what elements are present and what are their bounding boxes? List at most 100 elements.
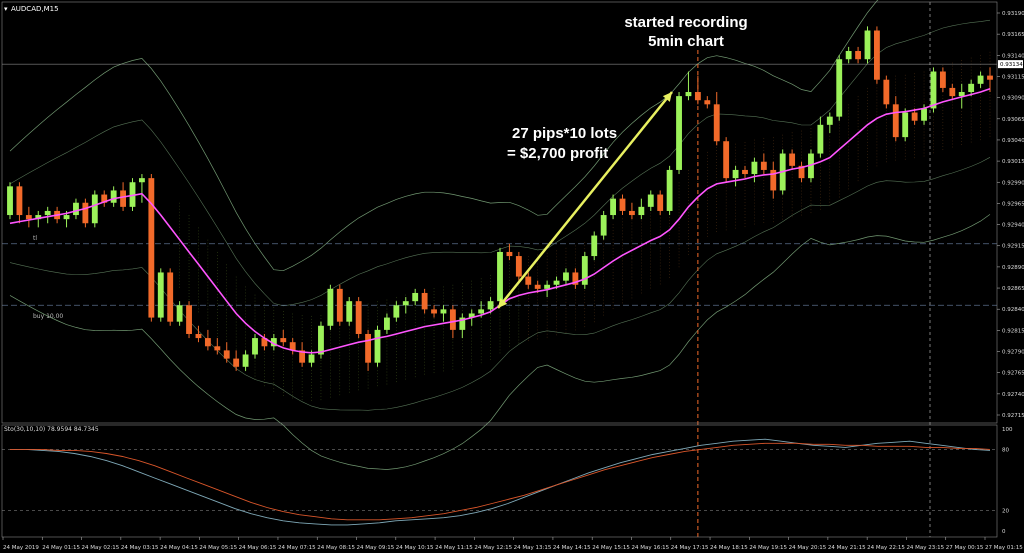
candle-body — [694, 92, 701, 101]
time-tick-label: 24 May 15:15 — [592, 545, 630, 551]
time-tick-label: 24 May 10:15 — [396, 545, 434, 551]
candle-body — [384, 317, 390, 330]
arrow-head — [662, 92, 672, 102]
bollinger-inner-band — [9, 157, 991, 411]
candle-body — [958, 92, 965, 97]
candle-body — [591, 235, 598, 257]
candle-body — [25, 215, 32, 220]
main-frame — [1, 1, 998, 424]
candle-body — [742, 169, 748, 175]
candle-body — [770, 169, 777, 191]
candle-body — [949, 87, 956, 97]
current-price-box — [998, 60, 1023, 69]
time-tick-label: 24 May 14:15 — [553, 545, 591, 551]
candle-body — [610, 198, 616, 216]
price-tick-label: 0.92865 — [1002, 286, 1024, 292]
candle-body — [892, 104, 899, 138]
price-tick-label: 0.92740 — [1002, 392, 1024, 398]
time-tick-label: 24 May 17:15 — [671, 545, 709, 551]
candle-body — [214, 346, 221, 351]
candle-body — [921, 108, 927, 121]
candle-body — [327, 288, 334, 326]
price-tick-label: 0.92990 — [1002, 180, 1024, 186]
time-tick-label: 24 May 20:15 — [789, 545, 827, 551]
window-title-arrow[interactable]: ▾ — [4, 5, 8, 13]
candle-body — [544, 284, 551, 289]
candle-body — [157, 272, 164, 318]
indicator-label: Sto(30,10,10) 78.9594 84.7345 — [4, 426, 99, 433]
candle-body — [855, 51, 861, 60]
candle-body — [468, 313, 475, 318]
candle-body — [563, 272, 569, 281]
candle-body — [713, 104, 720, 142]
time-tick-label: 24 May 05:15 — [199, 545, 237, 551]
candle-body — [270, 338, 277, 347]
candle-body — [242, 354, 249, 367]
candle-body — [44, 210, 51, 216]
candle-body — [176, 305, 183, 322]
candle-body — [534, 284, 541, 289]
candle-body — [7, 186, 13, 216]
candle-body — [139, 178, 145, 183]
time-tick-label: 24 May 2019 — [3, 545, 39, 551]
time-tick-label: 24 May 11:15 — [435, 545, 473, 551]
candle-body — [223, 350, 230, 359]
candle-body — [91, 194, 98, 224]
candle-body — [233, 358, 240, 367]
candle-body — [167, 272, 174, 322]
main-price-panel[interactable] — [2, 0, 997, 537]
time-tick-label: 24 May 06:15 — [239, 545, 277, 551]
price-tick-label: 0.92915 — [1002, 244, 1024, 250]
candle-body — [280, 338, 287, 343]
time-tick-label: 24 May 03:15 — [121, 545, 159, 551]
candle-body — [252, 338, 258, 355]
candle-body — [638, 206, 645, 216]
time-tick-label: 27 May 00:15 — [946, 545, 984, 551]
candle-body — [760, 161, 767, 170]
candle-body — [506, 251, 513, 257]
time-tick-label: 24 May 19:15 — [749, 545, 787, 551]
candle-body — [704, 100, 711, 105]
price-tick-label: 0.92790 — [1002, 350, 1024, 356]
time-tick-label: 24 May 02:15 — [82, 545, 120, 551]
time-tick-label: 24 May 09:15 — [357, 545, 395, 551]
level-label-lower: buy 10.00 — [33, 313, 63, 320]
candle-body — [101, 194, 108, 203]
candle-body — [478, 309, 485, 314]
candle-body — [647, 194, 654, 207]
candle-body — [723, 141, 730, 179]
price-tick-label: 0.93065 — [1002, 117, 1024, 123]
candle-body — [657, 194, 664, 211]
bollinger-outer-band — [9, 0, 879, 272]
candle-body — [440, 309, 447, 314]
candle-body — [553, 280, 560, 285]
price-tick-label: 0.93140 — [1002, 53, 1024, 59]
candle-body — [487, 301, 494, 310]
candle-body — [412, 292, 419, 302]
price-tick-label: 0.92965 — [1002, 201, 1024, 207]
candle-body — [789, 153, 796, 166]
candle-body — [911, 112, 918, 121]
candle-body — [968, 83, 975, 93]
candle-body — [289, 342, 296, 351]
stoch-tick-label: 80 — [1002, 447, 1009, 453]
candle-body — [449, 309, 456, 330]
stoch-tick-label: 20 — [1002, 509, 1009, 515]
candle-body — [874, 30, 880, 80]
candle-body — [685, 92, 692, 97]
candle-body — [63, 215, 70, 220]
candle-body — [572, 272, 579, 285]
candle-body — [836, 59, 843, 117]
candle-body — [129, 182, 136, 207]
candle-body — [525, 276, 532, 285]
candle-body — [930, 71, 937, 109]
time-tick-label: 24 May 23:15 — [906, 545, 944, 551]
stochastic-panel[interactable] — [2, 438, 997, 526]
price-tick-label: 0.92715 — [1002, 413, 1024, 419]
price-tick-label: 0.93015 — [1002, 159, 1024, 165]
price-tick-label: 0.93090 — [1002, 96, 1024, 102]
annotation-recording-line1: started recording — [624, 14, 747, 31]
candle-body — [336, 288, 343, 322]
